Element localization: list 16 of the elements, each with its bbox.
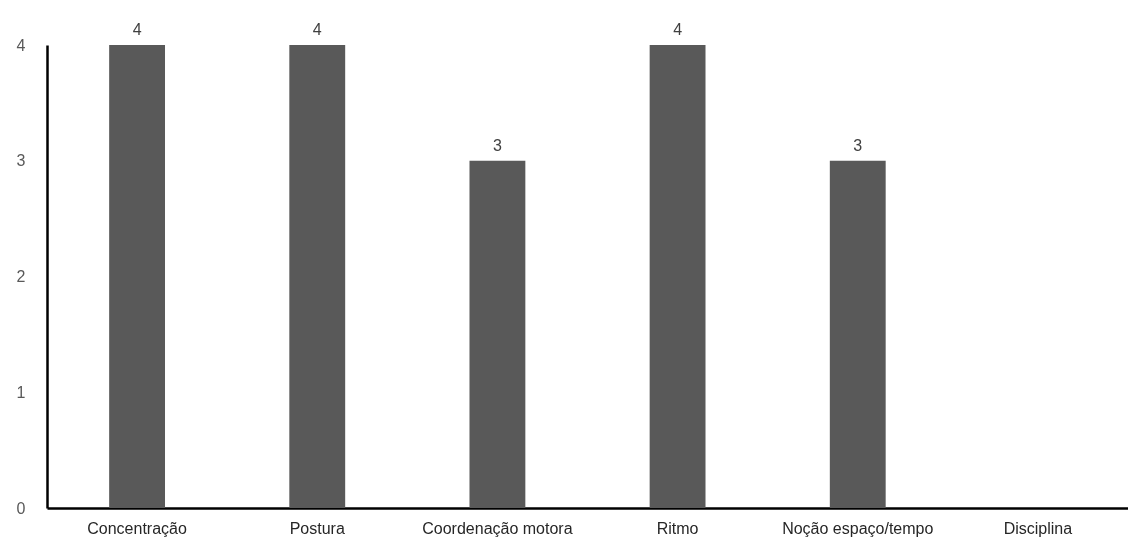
data-label: 4	[673, 21, 683, 38]
x-tick-label: Disciplina	[1003, 519, 1073, 537]
x-tick-label: Concentração	[87, 519, 187, 537]
x-tick-label: Coordenação motora	[422, 519, 573, 537]
data-label: 3	[853, 136, 863, 154]
y-tick-label: 4	[16, 36, 26, 54]
data-label: 4	[312, 21, 322, 38]
x-tick-label: Ritmo	[656, 519, 699, 537]
y-tick-label: 2	[16, 268, 26, 285]
data-label: 4	[132, 21, 142, 38]
y-tick-label: 3	[16, 152, 26, 170]
x-tick-label: Postura	[289, 519, 345, 537]
y-tick-label: 0	[16, 499, 26, 517]
y-tick-label: 1	[16, 383, 26, 401]
x-tick-label: Noção espaço/tempo	[782, 519, 934, 537]
data-label: 3	[492, 136, 502, 154]
